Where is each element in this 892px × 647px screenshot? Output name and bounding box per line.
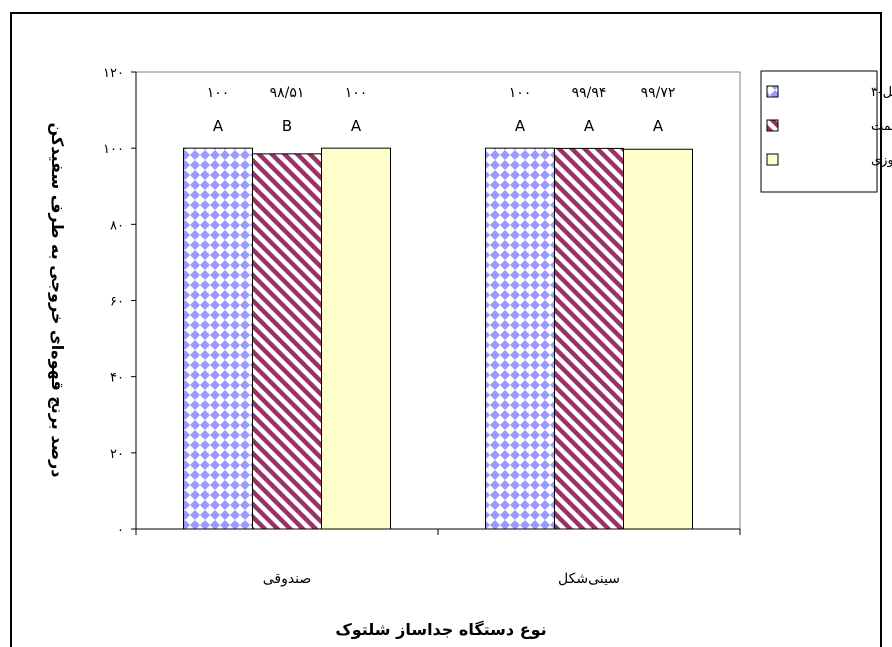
group-letter-label: B <box>282 117 292 135</box>
bar <box>485 147 555 530</box>
legend-swatch <box>766 85 779 98</box>
data-label: ۹۹/۹۴ <box>572 85 607 101</box>
y-tick-label: ۲۰ <box>110 447 124 462</box>
data-label: ۱۰۰ <box>207 85 230 101</box>
y-tick-label: ۶۰ <box>110 295 124 310</box>
bar <box>183 147 253 530</box>
group-letter-label: A <box>584 117 595 135</box>
bar <box>623 148 693 530</box>
data-label: ۹۹/۷۲ <box>641 85 676 101</box>
legend-entry: نعمت <box>871 119 892 134</box>
y-tick-label: ۱۰۰ <box>103 142 124 157</box>
data-label: ۱۰۰ <box>345 85 368 101</box>
y-tick-label: ۴۰ <box>110 371 124 386</box>
y-tick-label: ۱۲۰ <box>103 66 124 81</box>
legend-swatch <box>766 153 779 166</box>
y-tick-label: ۸۰ <box>110 218 124 233</box>
bar <box>252 153 322 530</box>
x-axis-title: نوع دستگاه جداساز شلتوک <box>335 620 546 639</box>
plot-area: ۰ ۲۰ ۴۰ ۶۰ ۸۰ ۱۰۰ ۱۲۰ A ۱۰۰ B ۹۸/۵۱ A ۱۰۰ صندوقی A ۱۰۰ A… <box>103 66 741 587</box>
x-tick-label: صندوقی <box>263 571 312 587</box>
group-letter-label: A <box>653 117 664 135</box>
data-label: ۹۸/۵۱ <box>270 85 305 101</box>
y-tick-label: ۰ <box>117 523 124 538</box>
bar <box>554 147 624 530</box>
y-axis-title: درصد برنج قهوه‌ای خروجی به طرف سفیدکن <box>48 123 67 478</box>
bar <box>321 147 391 530</box>
legend-box <box>760 70 878 193</box>
legend: آمل-۳ نعمت کامفیروزی <box>760 70 892 193</box>
data-label: ۱۰۰ <box>509 85 532 101</box>
x-tick-label: سینی‌شکل <box>558 571 620 587</box>
legend-entry: آمل-۳ <box>871 83 892 100</box>
group-letter-label: A <box>515 117 526 135</box>
legend-entry: کامفیروزی <box>871 153 892 168</box>
group-letter-label: A <box>351 117 362 135</box>
legend-swatch <box>766 119 779 132</box>
group-letter-label: A <box>213 117 224 135</box>
